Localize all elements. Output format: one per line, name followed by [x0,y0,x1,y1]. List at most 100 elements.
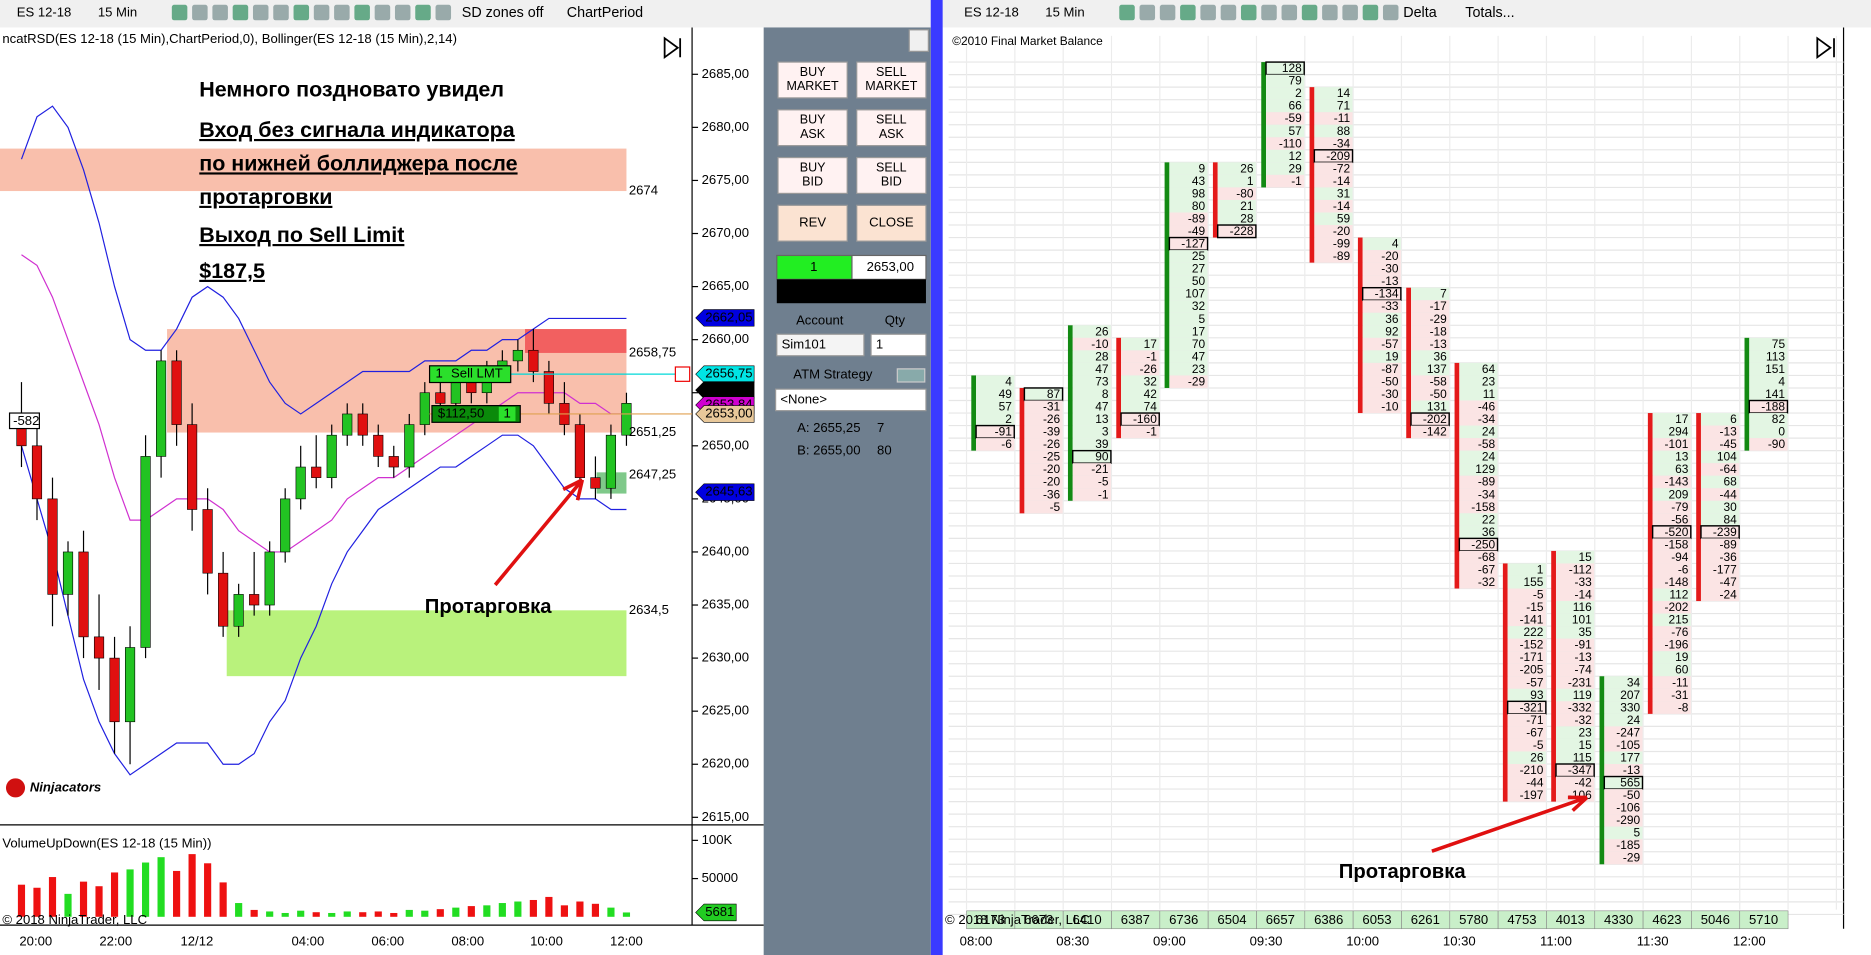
column-volume: 4013 [1556,912,1585,927]
candle-body [528,349,539,372]
cancel-order[interactable] [674,366,691,382]
order-button[interactable] [777,156,848,194]
footprint-value: 3 [1102,425,1109,439]
play-icon[interactable] [1816,36,1835,60]
footprint-cell [1459,425,1498,439]
toolbar-icon[interactable] [1139,4,1156,21]
toolbar-icon[interactable] [1261,4,1277,21]
toolbar-icon[interactable] [354,4,370,21]
order-button[interactable] [856,61,927,99]
toolbar-button: Delta [1403,5,1436,21]
footprint-cell [1169,362,1208,376]
footprint-value: -26 [1140,362,1158,376]
footprint-value: -46 [1478,400,1496,414]
account-select[interactable] [776,333,865,357]
footprint-value: -30 [1381,262,1399,276]
footprint-value: 31 [1337,186,1351,200]
toolbar-icon[interactable] [1382,4,1399,21]
price-tag [695,381,755,399]
toolbar-icon[interactable] [334,4,350,21]
toolbar-icon[interactable] [1342,4,1358,21]
scroll-button[interactable] [908,29,929,52]
footprint-cell [1507,726,1546,739]
footprint-value: -210 [1520,763,1544,777]
order-button-label: BUY ASK [800,113,826,141]
delta-bar [1019,387,1025,514]
footprint-value: 17 [1144,337,1158,351]
atm-select[interactable] [775,388,927,412]
footprint-value: 129 [1475,462,1495,476]
toolbar-icon[interactable] [415,4,431,21]
toolbar-icon[interactable] [1200,4,1216,21]
toolbar-icon[interactable] [192,4,208,21]
column-volume: 5046 [1701,912,1730,927]
footprint-value: 2 [1295,86,1302,100]
position-pnl: $112,50 [438,405,484,420]
footprint-cell [1459,413,1498,426]
order-button[interactable] [777,61,848,99]
toolbar-icon[interactable] [1180,4,1196,21]
toolbar-icon[interactable] [1119,4,1135,21]
toolbar-icon[interactable] [313,4,330,21]
footprint-value: -14 [1333,199,1351,213]
footprint-cell [1362,350,1401,363]
footprint-cell [1604,676,1643,689]
position-qty: 1 [810,259,817,274]
toolbar-icon[interactable] [171,4,188,21]
volume-bar [374,911,382,917]
toolbar-icon[interactable] [212,4,228,21]
toolbar-icon[interactable] [435,4,452,21]
candle-body [605,434,617,489]
footprint-value: -15 [1526,600,1544,614]
toolbar-icon[interactable] [232,4,249,21]
toolbar-icon[interactable] [1220,4,1237,21]
footprint-cell [976,387,1015,401]
toolbar-icon[interactable] [273,4,289,21]
order-button[interactable] [777,109,848,147]
footprint-cell [1700,450,1740,464]
footprint-cell [1652,438,1691,451]
order-button[interactable] [777,204,848,242]
footprint-cell [1121,375,1160,388]
order-button[interactable] [856,156,927,194]
footprint-value: 209 [1669,487,1689,501]
toolbar-icon[interactable] [1362,4,1379,21]
footprint-cell [1459,475,1498,489]
footprint-value: -347 [1568,763,1592,777]
sell-order-tag[interactable] [428,365,512,384]
toolbar-icon[interactable] [293,4,310,21]
pnl: $112,50 [827,283,874,298]
footprint-cell [1024,400,1063,414]
qty-input[interactable] [870,333,927,357]
footprint-value: -205 [1520,663,1544,677]
toolbar-icon[interactable] [1159,4,1176,21]
order-button[interactable] [856,109,927,147]
candle-body [202,509,213,574]
footprint-cell [1604,764,1643,777]
toolbar-icon[interactable] [1240,4,1257,21]
toolbar-icon[interactable] [1322,4,1338,21]
footprint-cell [1700,500,1740,514]
footprint-cell [1652,425,1691,439]
order-button[interactable] [856,204,927,242]
toolbar-icon[interactable] [1281,4,1298,21]
footprint-cell [1507,613,1546,627]
toolbar-icon[interactable] [1301,4,1318,21]
logo [5,778,26,798]
toolbar-icon[interactable] [252,4,269,21]
footprint-value: 70 [1192,337,1206,351]
play-icon[interactable] [663,36,682,60]
toolbar-icon[interactable] [394,4,411,21]
toolbar-icon[interactable] [374,4,391,21]
y-tick-label: 2630,00 [702,650,749,665]
toolbar-button: SD zones off [462,5,544,21]
footprint-value: 47 [1192,349,1206,363]
footprint-cell [1652,701,1691,714]
atm-button[interactable] [896,368,926,383]
annotation: Немного поздновато увидел [199,77,504,101]
footprint-cell [1604,751,1643,764]
footprint-cell [1314,199,1353,213]
footprint-value: -5 [1050,500,1061,514]
footprint-value: 6 [1730,412,1737,426]
footprint-cell [1072,337,1111,351]
